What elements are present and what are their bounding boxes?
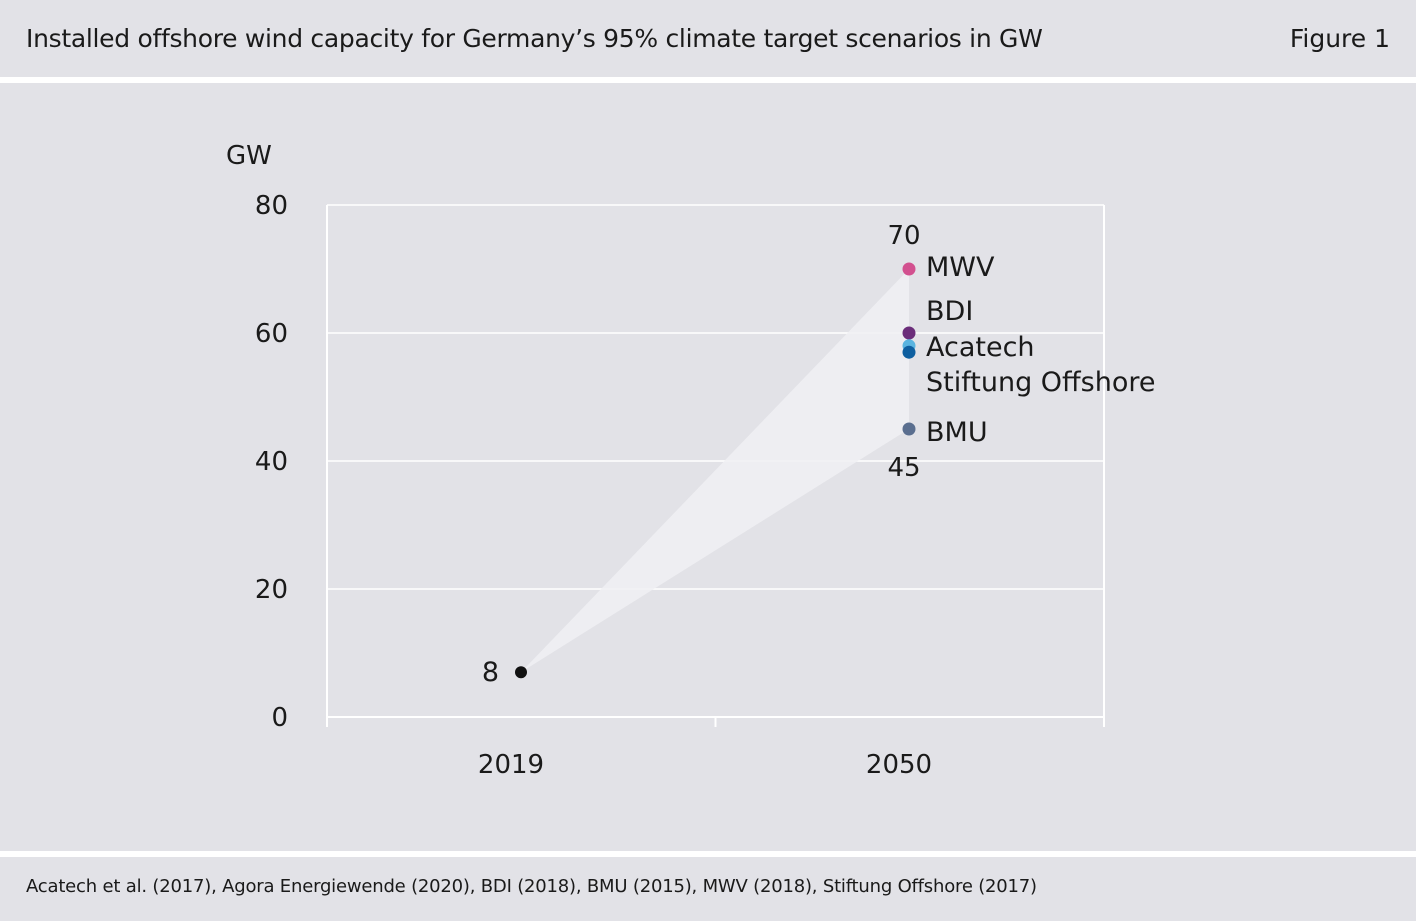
range-max-label: 70 (887, 221, 920, 251)
point-bmu (902, 422, 916, 436)
figure-title: Installed offshore wind capacity for Ger… (26, 24, 1043, 53)
series-label-stiftung-offshore: Stiftung Offshore (926, 367, 1155, 398)
baseline-value-label: 8 (482, 657, 499, 688)
y-tick-label-0: 0 (271, 703, 288, 733)
figure-header: Installed offshore wind capacity for Ger… (0, 0, 1416, 77)
series-label-mwv: MWV (926, 252, 995, 283)
point-bdi (902, 326, 916, 340)
y-tick-label-40: 40 (255, 447, 288, 477)
series-label-bmu: BMU (926, 417, 988, 448)
y-axis-label: GW (226, 141, 272, 171)
series-label-acatech: Acatech (926, 332, 1035, 363)
point-mwv (902, 262, 916, 276)
point-stiftung-offshore (902, 345, 916, 359)
scenario-range-fan (521, 269, 909, 673)
baseline-point-2019 (515, 666, 527, 679)
x-tick-label-2019: 2019 (478, 750, 544, 780)
series-label-bdi: BDI (926, 296, 973, 327)
figure-number: Figure 1 (1289, 24, 1390, 53)
chart-panel (0, 83, 1416, 851)
figure-footer: Acatech et al. (2017), Agora Energiewend… (0, 857, 1416, 921)
y-tick-label-60: 60 (255, 319, 288, 349)
range-min-label: 45 (887, 453, 920, 483)
source-note: Acatech et al. (2017), Agora Energiewend… (26, 876, 1037, 897)
y-tick-label-20: 20 (255, 575, 288, 605)
x-tick-label-2050: 2050 (866, 750, 932, 780)
y-tick-label-80: 80 (255, 191, 288, 221)
